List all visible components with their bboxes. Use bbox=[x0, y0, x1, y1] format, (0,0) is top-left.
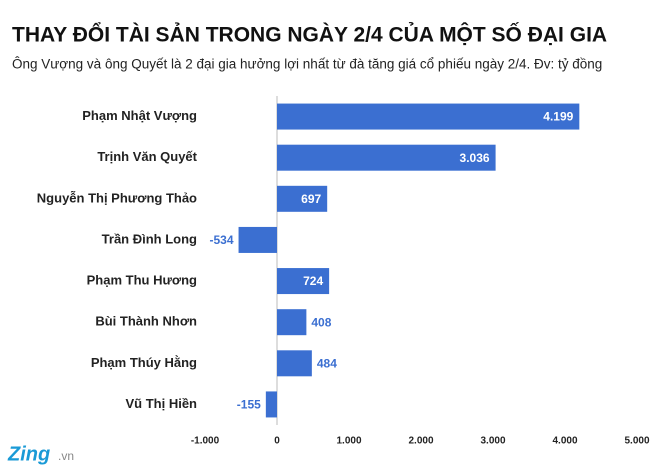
y-tick-label: Phạm Thu Hương bbox=[87, 273, 197, 288]
y-tick-label: Phạm Nhật Vượng bbox=[82, 108, 197, 123]
value-label: 484 bbox=[317, 356, 337, 370]
bar bbox=[277, 185, 328, 212]
bar bbox=[277, 309, 307, 336]
bar bbox=[277, 144, 496, 171]
x-tick-label: -1.000 bbox=[191, 436, 220, 447]
value-label: 4.199 bbox=[543, 110, 573, 124]
chart-subtitle: Ông Vượng và ông Quyết là 2 đại gia hưởn… bbox=[12, 57, 602, 72]
x-tick-label: 2.000 bbox=[408, 436, 433, 447]
logo-domain: .vn bbox=[58, 449, 74, 463]
value-label: -155 bbox=[237, 398, 261, 412]
value-label: 408 bbox=[311, 315, 331, 329]
bar bbox=[265, 391, 277, 418]
y-tick-label: Phạm Thúy Hằng bbox=[91, 355, 197, 370]
y-tick-label: Nguyễn Thị Phương Thảo bbox=[37, 190, 197, 205]
y-tick-label: Trịnh Văn Quyết bbox=[97, 149, 197, 164]
x-tick-label: 1.000 bbox=[336, 436, 361, 447]
bar bbox=[238, 226, 277, 253]
x-tick-label: 0 bbox=[274, 436, 280, 447]
y-tick-label: Bùi Thành Nhơn bbox=[95, 314, 197, 329]
value-label: 3.036 bbox=[460, 151, 490, 165]
bar bbox=[277, 103, 580, 130]
y-tick-label: Trần Đình Long bbox=[102, 231, 197, 246]
value-label: -534 bbox=[210, 233, 234, 247]
x-tick-label: 3.000 bbox=[480, 436, 505, 447]
chart-title: THAY ĐỔI TÀI SẢN TRONG NGÀY 2/4 CỦA MỘT … bbox=[12, 23, 607, 47]
x-tick-label: 4.000 bbox=[552, 436, 577, 447]
logo-brand: Zing bbox=[7, 443, 50, 465]
bar bbox=[277, 268, 330, 295]
x-tick-label: 5.000 bbox=[624, 436, 649, 447]
bar bbox=[277, 350, 312, 377]
y-tick-label: Vũ Thị Hiền bbox=[126, 396, 198, 411]
value-label: 697 bbox=[301, 192, 321, 206]
value-label: 724 bbox=[303, 274, 323, 288]
